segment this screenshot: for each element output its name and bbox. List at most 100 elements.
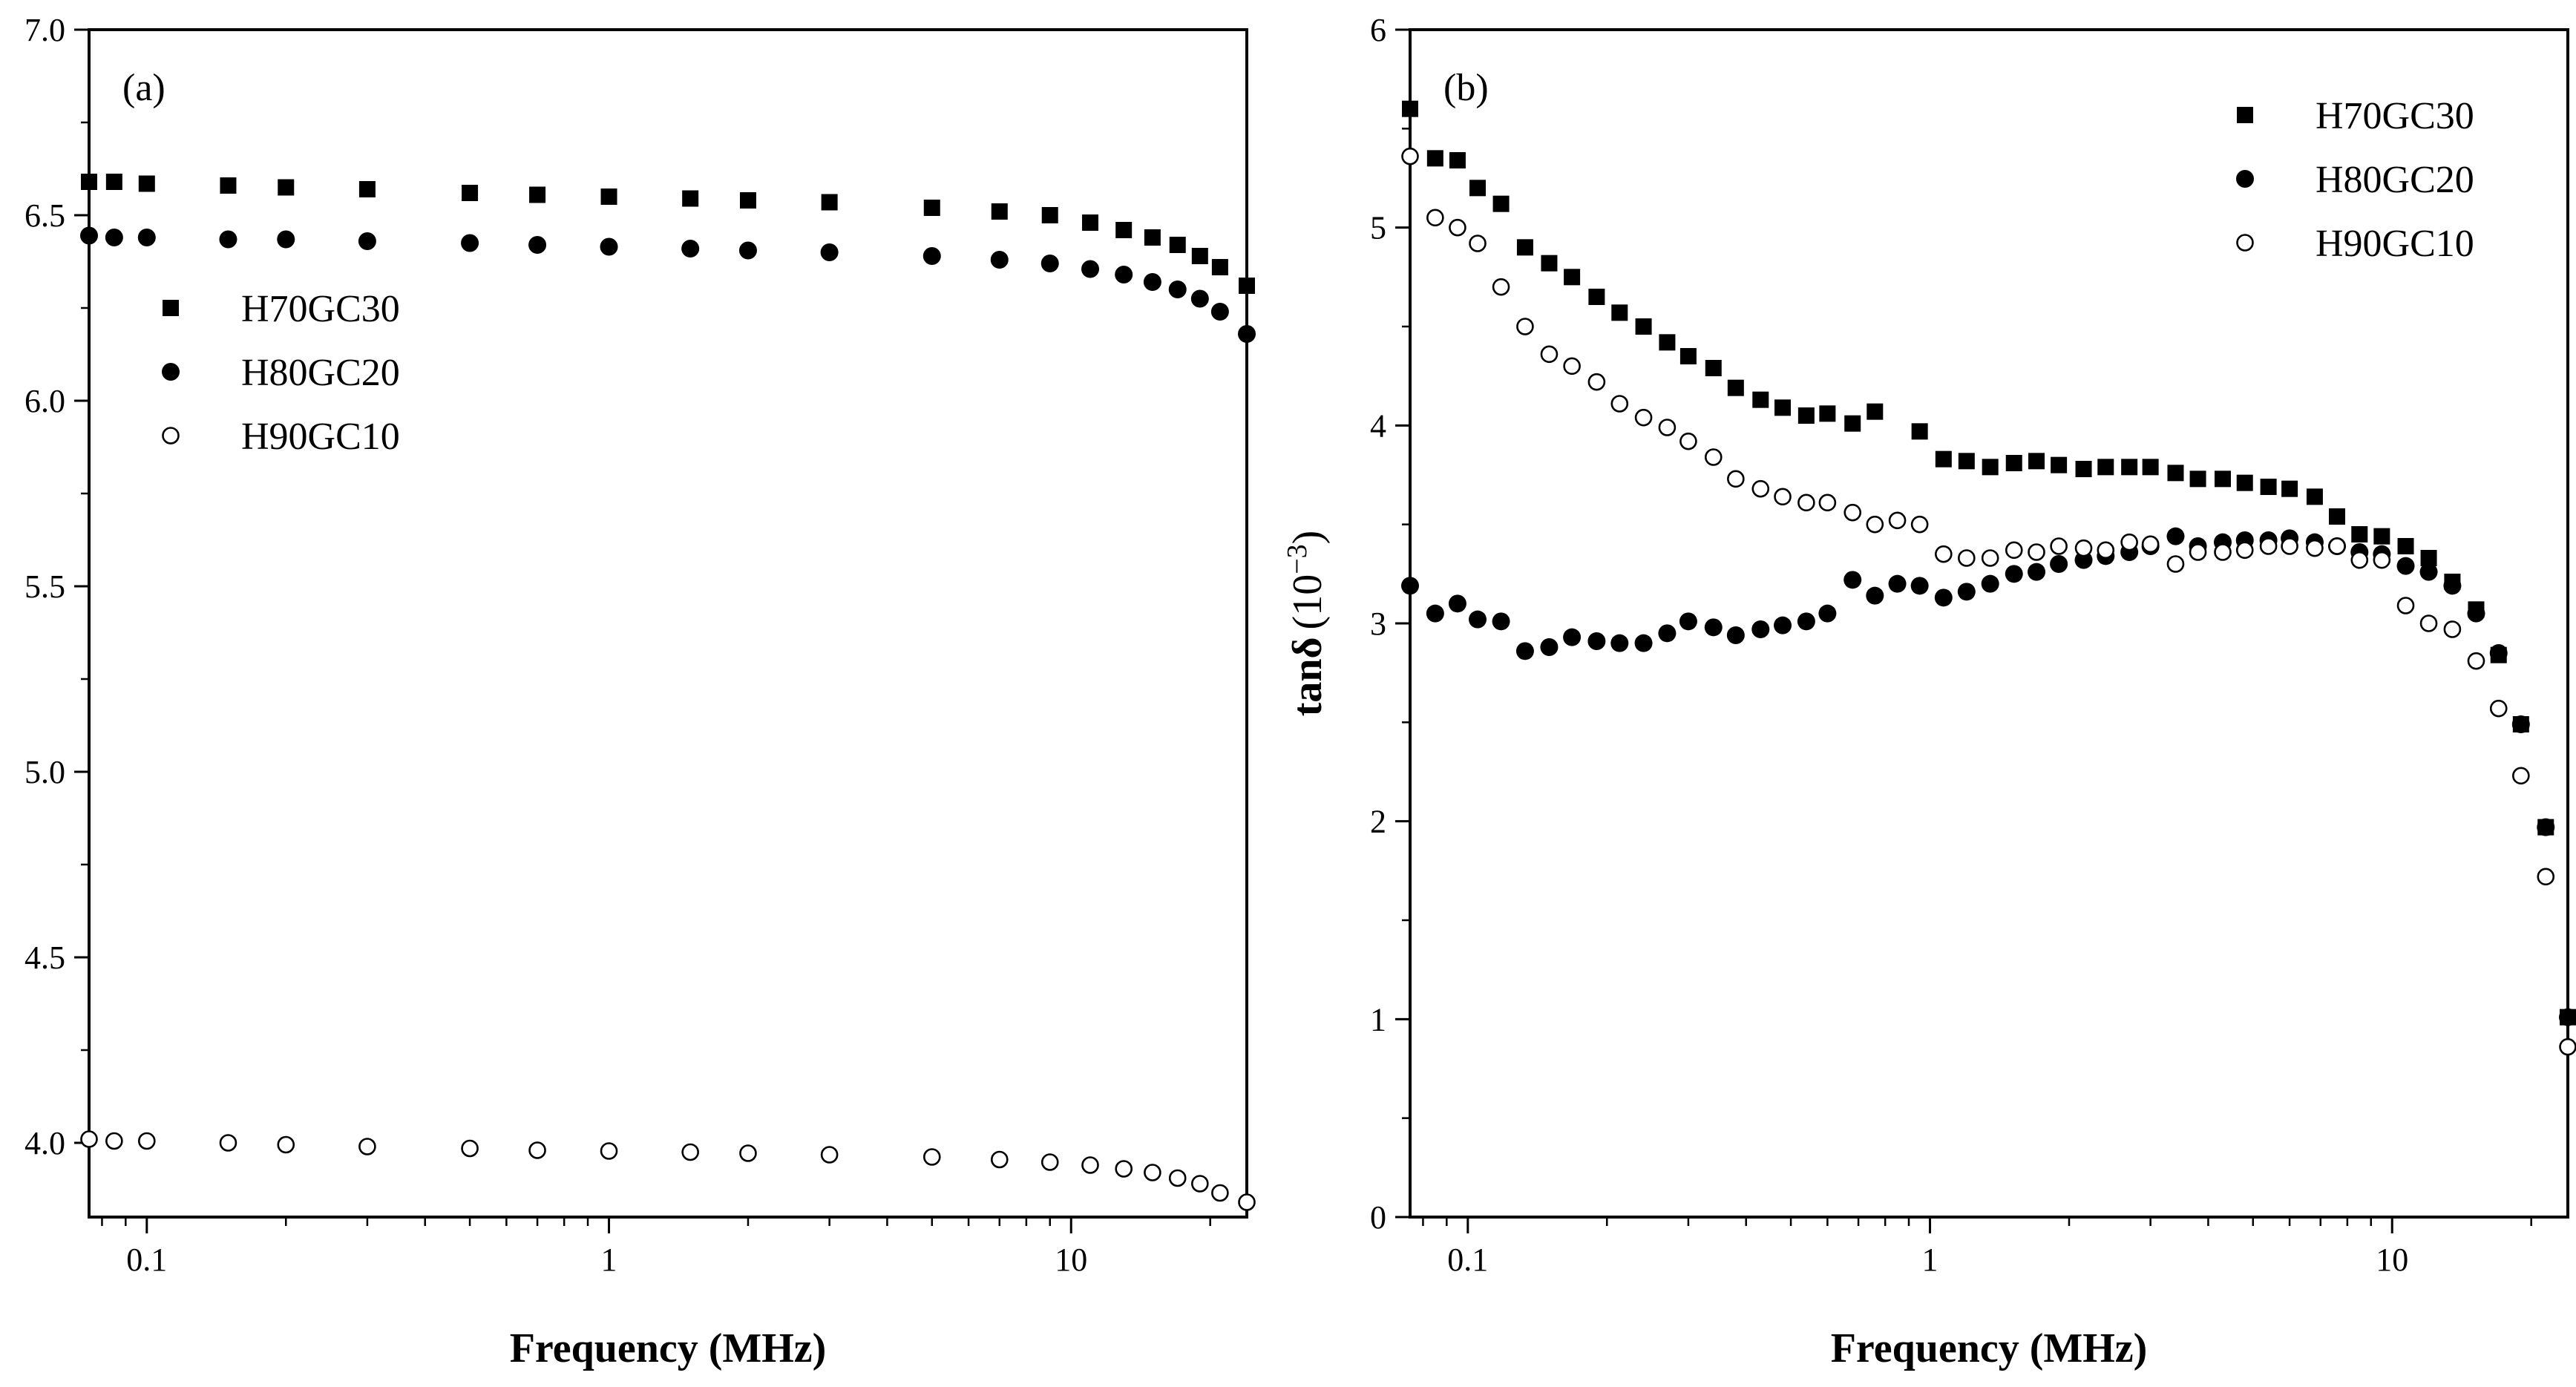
data-point [1935,450,1952,468]
data-point [1449,218,1466,237]
data-point [2489,644,2508,662]
legend: H70GC30 H80GC20 H90GC10 [2236,95,2474,265]
data-point [1082,214,1099,231]
data-point [2050,555,2068,573]
data-point [1610,634,1629,652]
data-point [1081,1156,1099,1174]
data-point [1797,612,1815,631]
data-point [2306,488,2323,505]
data-point [1611,304,1628,321]
data-point [1911,423,1928,440]
data-point [2537,818,2555,836]
data-point [1211,259,1228,275]
data-point [1516,318,1534,335]
y-tick-label: 5.5 [24,568,65,605]
data-point [461,234,479,252]
data-point [80,226,98,245]
data-point [681,240,700,258]
legend-marker [2236,170,2254,188]
data-point [922,1148,941,1166]
data-point [1144,1164,1161,1181]
data-point [1169,237,1186,253]
data-point [739,1144,757,1162]
data-point [2005,565,2023,583]
legend-marker [162,363,180,381]
data-point [2189,543,2207,561]
data-point [2443,620,2462,638]
data-point [138,175,155,192]
y-axis-title-close: ) [1285,531,1331,545]
data-point [358,232,376,250]
data-point [1426,604,1444,623]
data-point [1844,415,1861,432]
legend-label: H90GC10 [2316,223,2474,265]
data-point [277,230,295,249]
data-point [2559,1037,2576,1056]
data-point [1958,549,1976,567]
data-point [2489,699,2508,718]
data-point [2235,541,2254,560]
data-point [1888,574,1907,593]
y-tick-label: 5 [1370,210,1386,246]
data-point [682,190,699,207]
data-point [105,174,122,190]
data-point [681,1143,699,1161]
data-point [1958,453,1975,470]
data-point [81,174,97,190]
data-point [1515,642,1534,660]
data-point [1634,634,1653,652]
data-point [1468,610,1487,629]
y-tick-label: 3 [1370,606,1386,642]
y-tick-label: 2 [1370,804,1386,840]
data-point [1449,152,1466,168]
data-point [528,236,547,254]
data-point [1563,357,1581,376]
data-point [1727,470,1745,488]
data-point [1587,632,1606,650]
data-point [820,1146,839,1164]
data-point [1981,549,1999,567]
data-point [138,1132,156,1150]
data-point [2074,539,2093,557]
data-point [1726,626,1745,644]
data-point [80,1130,98,1148]
data-point [1818,494,1837,512]
data-point [2260,479,2277,495]
data-point [1866,586,1884,605]
data-point [1957,583,1976,601]
data-point [2005,541,2023,560]
panel-b: 0.1 1 10 0 1 2 3 4 5 6 Frequency (MHz) tanδ (10−3) (b… [1282,12,2576,1371]
data-point [2281,480,2298,497]
y-tick-label: 6.0 [24,383,65,419]
x-tick-label: 1 [1922,1242,1938,1278]
data-point [220,177,237,194]
data-point [1818,604,1837,623]
data-point [2075,461,2092,477]
data-point [1981,574,1999,593]
data-point [2166,527,2185,545]
data-point [219,230,237,249]
x-axis-title: Frequency (MHz) [1831,1325,2148,1371]
data-point [528,1141,546,1159]
data-point [1867,403,1884,420]
plot-frame [1409,28,2569,1219]
data-point [922,247,941,265]
data-point [1492,278,1510,296]
data-point [2259,537,2278,555]
data-point [2419,563,2438,581]
data-point [2167,465,2184,482]
data-point [1492,195,1510,212]
data-point [137,229,156,246]
data-point [2350,551,2369,569]
data-point [1448,594,1466,613]
data-point [1797,494,1815,512]
data-point [1492,612,1510,631]
data-point [1426,209,1444,227]
series-h70gc30 [1402,100,2576,1026]
data-point [2467,652,2485,670]
data-point [2097,541,2115,560]
data-point [1143,273,1161,291]
legend-marker [2237,107,2253,123]
legend-label: H70GC30 [241,288,400,330]
